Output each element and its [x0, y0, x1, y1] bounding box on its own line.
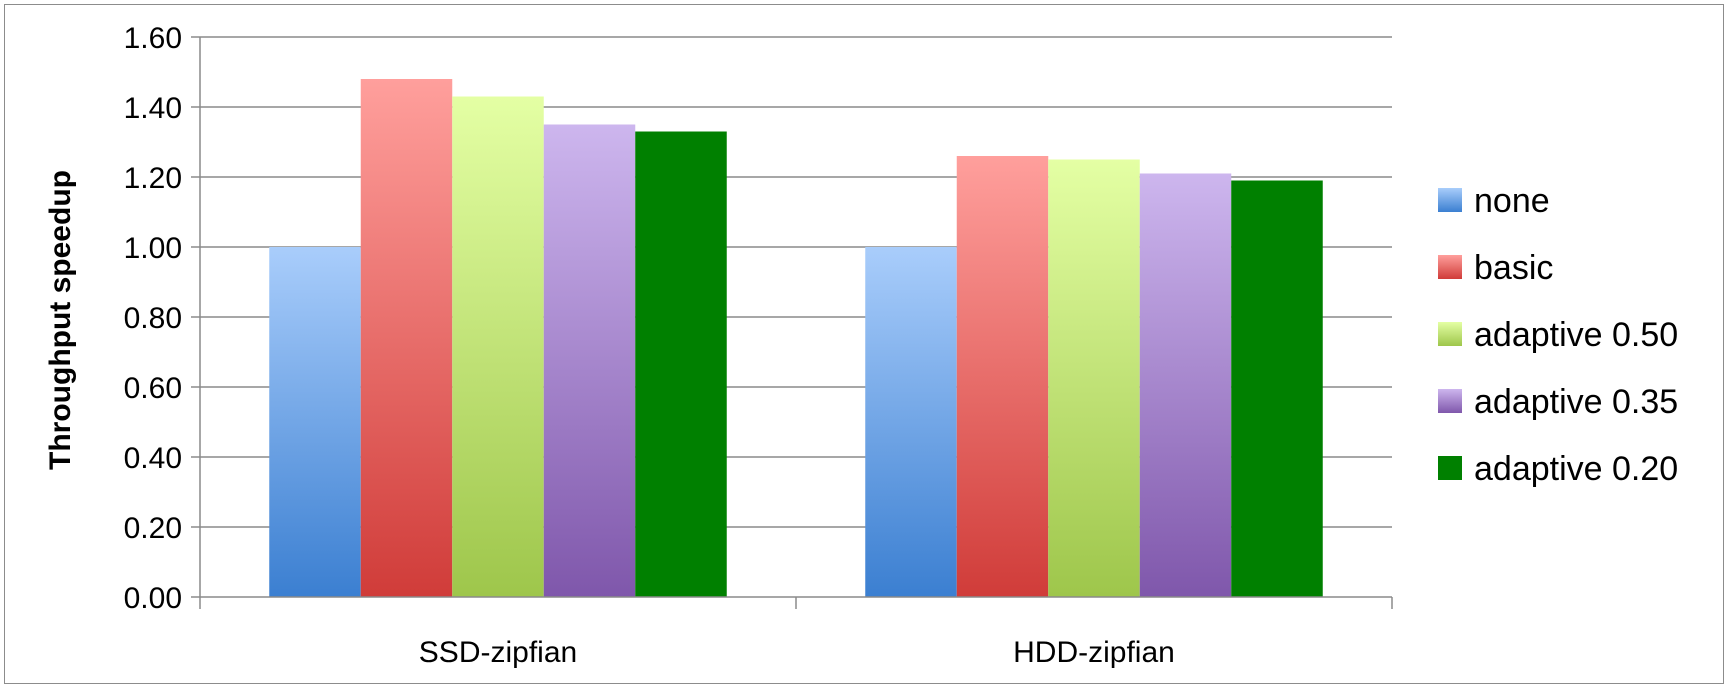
legend-label: adaptive 0.50	[1474, 316, 1678, 354]
x-tick-labels: SSD-zipfian HDD-zipfian	[419, 636, 1175, 669]
legend: none basic adaptive 0.50 adaptive 0.35 adapt…	[1438, 182, 1678, 488]
axes	[199, 37, 1393, 609]
bar-ssd-zipfian-basic	[360, 79, 453, 597]
legend-label: basic	[1474, 249, 1553, 287]
y-tick-label: 1.40	[124, 92, 182, 125]
y-tick-label: 0.20	[124, 512, 182, 545]
y-tick-label: 1.00	[124, 232, 182, 265]
legend-swatch	[1438, 389, 1462, 413]
y-tick-label: 0.60	[124, 372, 182, 405]
bar-hdd-zipfian-adaptive-0-35	[1139, 173, 1232, 597]
legend-swatch	[1438, 456, 1462, 480]
y-axis-title: Throughput speedup	[44, 170, 77, 470]
y-tick-label: 1.60	[124, 22, 182, 55]
bars	[269, 79, 1323, 597]
legend-label: none	[1474, 182, 1550, 220]
bar-hdd-zipfian-adaptive-0-20	[1231, 180, 1323, 597]
bar-ssd-zipfian-adaptive-0-35	[543, 124, 636, 597]
legend-label: adaptive 0.35	[1474, 383, 1678, 421]
y-tick-label: 0.00	[124, 582, 182, 615]
bar-ssd-zipfian-adaptive-0-20	[635, 131, 727, 597]
y-tick-label: 1.20	[124, 162, 182, 195]
legend-swatch	[1438, 255, 1462, 279]
y-tick-label: 0.40	[124, 442, 182, 475]
y-tick-label: 0.80	[124, 302, 182, 335]
bar-hdd-zipfian-adaptive-0-50	[1048, 159, 1140, 597]
legend-label: adaptive 0.20	[1474, 450, 1678, 488]
x-tick-label: SSD-zipfian	[419, 636, 577, 669]
bar-hdd-zipfian-basic	[956, 156, 1049, 597]
bar-ssd-zipfian-adaptive-0-50	[452, 96, 544, 597]
bar-hdd-zipfian-none	[865, 247, 957, 597]
bar-ssd-zipfian-none	[269, 247, 361, 597]
legend-swatch	[1438, 322, 1462, 346]
x-tick-label: HDD-zipfian	[1013, 636, 1175, 669]
y-tick-labels: 0.00 0.20 0.40 0.60 0.80 1.00 1.20 1.40 1.60	[124, 22, 182, 615]
legend-swatch	[1438, 188, 1462, 212]
